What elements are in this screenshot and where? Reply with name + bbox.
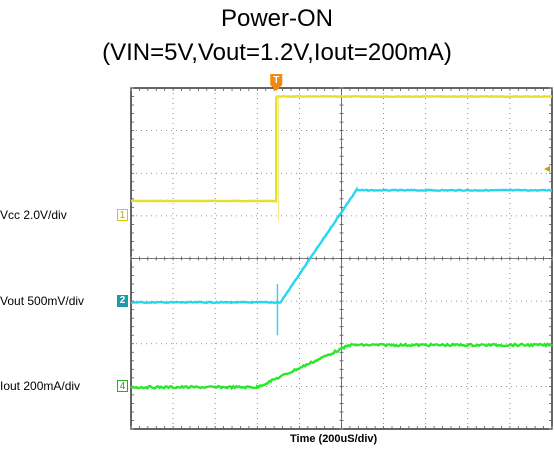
- chart-title-line1: Power-ON: [220, 5, 334, 32]
- channel-label-vout: Vout 500mV/div: [0, 294, 85, 308]
- x-axis-label: Time (200uS/div): [290, 433, 378, 445]
- channel-4-marker: 4: [117, 380, 128, 392]
- trace-vcc: [131, 94, 553, 203]
- channel-label-iout: Iout 200mA/div: [0, 379, 81, 393]
- trigger-level-icon: [544, 165, 550, 172]
- trigger-marker-label: T: [273, 75, 279, 86]
- trigger-marker-icon: [270, 74, 283, 91]
- chart-title-line2: (VIN=5V,Vout=1.2V,Iout=200mA): [102, 39, 452, 66]
- trace-iout: [130, 342, 553, 391]
- trace-vout: [130, 186, 553, 305]
- channel-2-marker: 2: [117, 295, 128, 307]
- channel-label-vcc: Vcc 2.0V/div: [0, 208, 67, 222]
- channel-1-marker: 1: [117, 209, 128, 221]
